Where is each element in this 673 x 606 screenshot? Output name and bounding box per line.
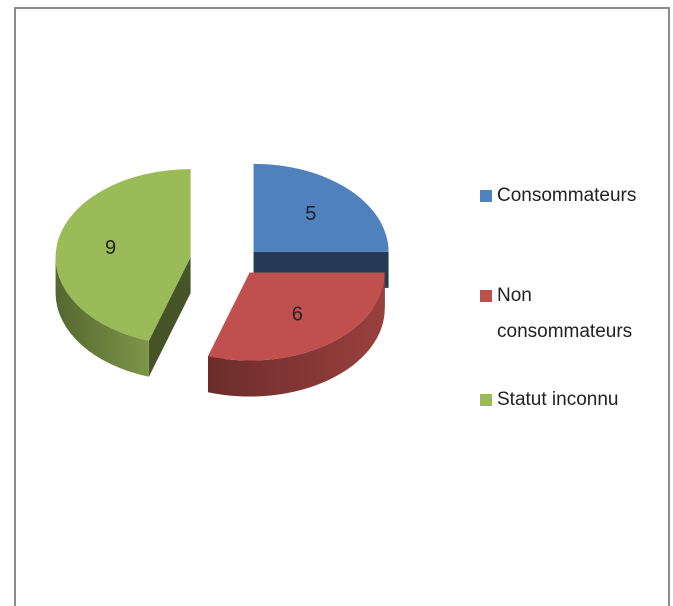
legend-item: Statut inconnu (480, 382, 630, 418)
pie-slice: 9 (55, 169, 191, 377)
pie-slice: 5 (253, 163, 389, 288)
legend-item: Non consommateurs (480, 278, 633, 350)
legend-label: Non consommateurs (497, 285, 633, 342)
slice-wall (55, 257, 149, 377)
slice-top (253, 163, 389, 252)
data-label: 5 (305, 203, 316, 225)
slice-top (208, 272, 385, 361)
legend-swatch (480, 394, 492, 406)
slice-top (55, 169, 191, 341)
legend-label: Consommateurs (497, 185, 637, 206)
legend-swatch (480, 190, 492, 202)
slice-face (148, 257, 191, 377)
legend-swatch (480, 290, 492, 302)
data-label: 6 (292, 304, 303, 326)
pie-slice: 6 (208, 272, 385, 397)
slice-wall (208, 272, 385, 397)
legend-item: Consommateurs (480, 178, 636, 214)
legend-label: Statut inconnu (497, 389, 619, 410)
frame (14, 7, 670, 606)
data-label: 9 (105, 237, 116, 259)
